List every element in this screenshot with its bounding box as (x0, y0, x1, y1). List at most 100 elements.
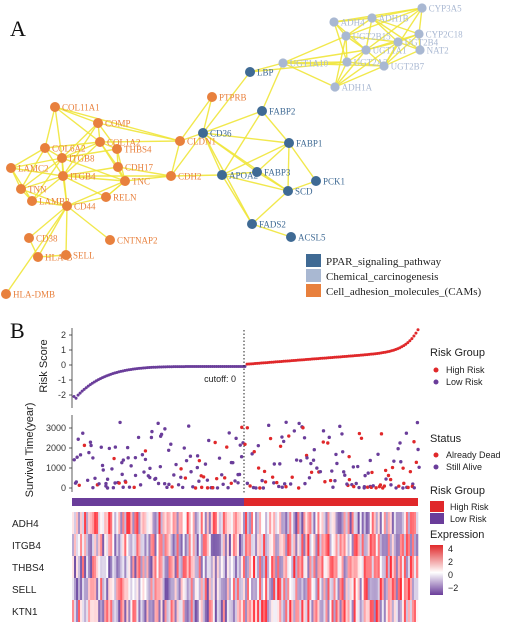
heatmap-cell (401, 512, 405, 534)
heatmap-cell (152, 534, 155, 556)
node-dot (415, 45, 425, 55)
heatmap-cell (140, 534, 143, 556)
network-edge (221, 174, 253, 225)
survival-point (243, 442, 247, 446)
heatmap-cell (106, 556, 109, 578)
heatmap-cell (150, 512, 153, 534)
heatmap-cell (287, 556, 290, 578)
network-edge (202, 71, 251, 134)
survival-point (72, 458, 76, 462)
heatmap-cell (222, 600, 226, 622)
heatmap-cell (257, 600, 260, 622)
survival-point (133, 473, 138, 478)
heatmap-cell (377, 534, 381, 556)
heatmap-cell (403, 600, 407, 622)
heatmap-cell (335, 534, 338, 556)
heatmap-cell (92, 556, 95, 578)
heatmap-cell (331, 556, 334, 578)
heatmap-cell (341, 512, 344, 534)
risk-point (84, 386, 88, 390)
heatmap-cell (162, 578, 165, 600)
survival-point (189, 470, 193, 474)
heatmap-cell (345, 512, 348, 534)
heatmap-cell (401, 556, 405, 578)
heatmap-cell (222, 534, 226, 556)
node-dot (330, 82, 340, 92)
survival-point (199, 485, 204, 490)
survival-point (245, 481, 250, 486)
heatmap-cell (405, 512, 409, 534)
heatmap-cell (409, 556, 413, 578)
node-ugt2b4: UGT2B4 (393, 37, 439, 48)
heatmap-cell (208, 578, 212, 600)
heatmap-cell (168, 556, 171, 578)
heatmap-cell (156, 578, 159, 600)
heatmap-cell (257, 534, 260, 556)
survival-point (88, 440, 93, 444)
heatmap-cell (287, 600, 290, 622)
heatmap-cell (309, 600, 312, 622)
group-legend-high: High Risk (450, 502, 489, 512)
heatmap-cell (240, 600, 244, 622)
heatmap-cell (353, 600, 356, 622)
heatmap-cell (355, 534, 358, 556)
node-ugt1a10: UGT1A10 (278, 58, 329, 69)
survival-point (162, 482, 167, 486)
heatmap-cell (182, 512, 185, 534)
heatmap-cell (319, 556, 322, 578)
heatmap-cell (154, 556, 157, 578)
heatmap-cell (293, 534, 296, 556)
heatmap-cell (180, 556, 183, 578)
survival-point (201, 475, 206, 479)
heatmap-cell (309, 512, 312, 534)
heatmap-cell (245, 534, 248, 556)
heatmap-cell (206, 512, 210, 534)
heatmap-cell (160, 556, 163, 578)
heatmap-cell (200, 556, 204, 578)
node-nat2: NAT2 (415, 45, 449, 56)
heatmap-cell (325, 578, 328, 600)
heatmap-cell (339, 578, 342, 600)
heatmap-cell (401, 534, 405, 556)
heatmap-cell (375, 556, 379, 578)
heatmap-cell (192, 600, 196, 622)
heatmap-cell (283, 600, 286, 622)
network-edge (221, 142, 290, 176)
heatmap-cell (150, 578, 153, 600)
heatmap-cell (164, 556, 167, 578)
heatmap-cell (134, 534, 137, 556)
heatmap-cell (359, 512, 362, 534)
node-label: CLDN1 (187, 137, 216, 147)
risk-point (82, 387, 86, 391)
heatmap-cell (98, 556, 101, 578)
survival-point (75, 455, 79, 459)
heatmap-cell (110, 600, 113, 622)
heatmap-cell (257, 578, 260, 600)
heatmap-cell (80, 578, 83, 600)
gene-label-thbs4: THBS4 (12, 563, 45, 574)
heatmap-cell (94, 512, 97, 534)
node-ptprb: PTPRB (207, 92, 247, 103)
survival-point (233, 479, 237, 483)
node-itgb4: ITGB4 (58, 171, 96, 182)
heatmap-cell (96, 578, 99, 600)
heatmap-cell (391, 512, 395, 534)
heatmap-cell (224, 578, 228, 600)
heatmap-cell (186, 556, 189, 578)
heatmap-cell (78, 600, 81, 622)
network-edge (202, 110, 263, 134)
heatmap-cell (182, 556, 185, 578)
heatmap-cell (146, 512, 149, 534)
survival-point (396, 447, 400, 451)
survival-point (284, 420, 288, 425)
heatmap-cell (174, 578, 177, 600)
survival-point (359, 436, 364, 440)
heatmap-cell (253, 578, 256, 600)
heatmap-cell (190, 578, 193, 600)
network-edge (66, 196, 107, 207)
heatmap-cell (301, 556, 304, 578)
survival-point (165, 485, 169, 490)
heatmap-cell (381, 600, 385, 622)
risk-tick-0: 0 (61, 360, 66, 370)
